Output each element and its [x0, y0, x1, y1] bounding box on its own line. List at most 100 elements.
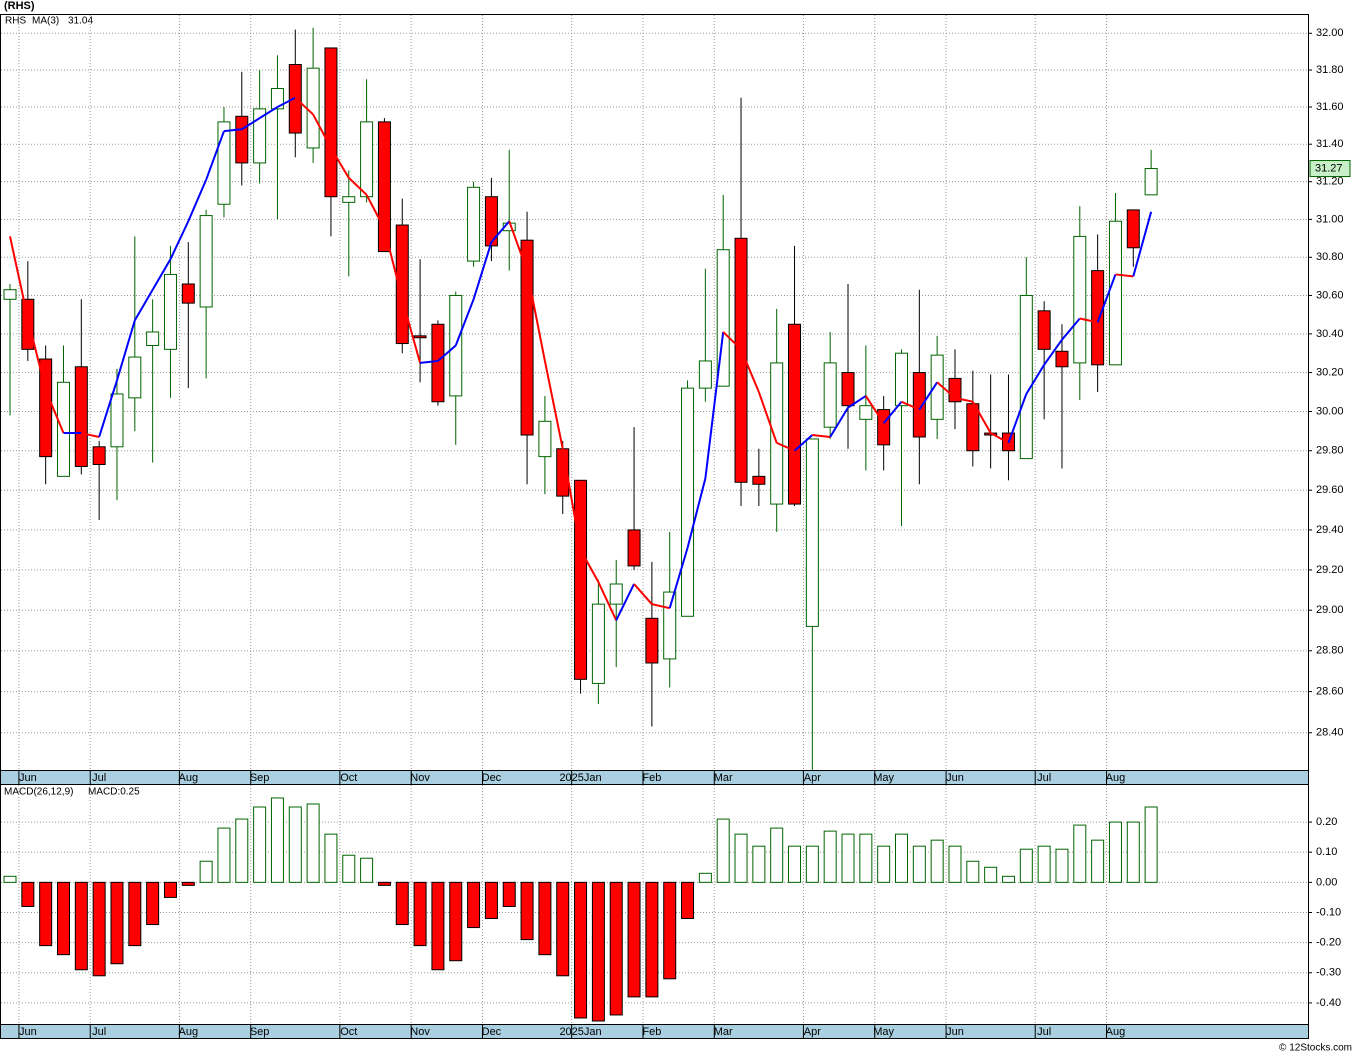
macd-bar — [270, 797, 284, 883]
macd-bar — [3, 875, 17, 883]
macd-bar — [56, 881, 70, 956]
macd-bar — [805, 845, 819, 883]
candle-body — [752, 475, 766, 485]
x-tick-label: Jul — [92, 1026, 106, 1038]
ma-line-segment — [348, 177, 368, 196]
macd-bar — [645, 881, 659, 998]
ma-line-segment — [44, 389, 65, 434]
y-tick-label: 30.20 — [1316, 366, 1344, 378]
ma-line-segment — [579, 549, 600, 583]
macd-bar — [467, 881, 481, 929]
candle-body — [823, 362, 837, 428]
x-tick-label: Aug — [1106, 1026, 1126, 1038]
candle-body — [395, 224, 409, 345]
ma-line-segment — [1043, 339, 1063, 366]
ma-line-segment — [437, 344, 457, 362]
ma-line-segment — [276, 96, 296, 108]
x-tick-label: Aug — [179, 1026, 199, 1038]
x-tick-label: Feb — [642, 1026, 661, 1038]
ma-line-segment — [9, 236, 29, 319]
x-tick-label: Dec — [482, 772, 502, 784]
macd-bar — [841, 833, 855, 883]
ma-line-segment — [81, 432, 100, 438]
y-tick-label: -0.20 — [1316, 937, 1341, 949]
macd-bar — [1108, 821, 1122, 883]
x-tick-label: Jun — [946, 772, 964, 784]
macd-bar — [146, 881, 160, 926]
macd-bar — [770, 827, 784, 883]
candle-body — [1055, 350, 1069, 368]
macd-bar — [520, 881, 534, 941]
candle-body — [538, 420, 552, 458]
ma-line-segment — [294, 97, 314, 116]
ma-line-segment — [383, 228, 404, 300]
ma-line-segment — [259, 106, 278, 119]
candle-body — [681, 387, 695, 617]
y-tick-label: 30.80 — [1316, 251, 1344, 263]
macd-bar — [1019, 848, 1033, 883]
y-tick-label: 32.00 — [1316, 27, 1344, 39]
y-tick-label: -0.40 — [1316, 997, 1341, 1009]
macd-bar — [627, 881, 641, 998]
y-tick-label: 29.20 — [1316, 564, 1344, 576]
x-tick-label: Jul — [92, 772, 106, 784]
macd-bar — [966, 860, 980, 883]
ma-line-segment — [1007, 393, 1028, 444]
macd-bar — [1073, 824, 1087, 883]
y-tick-label: 31.60 — [1316, 101, 1344, 113]
macd-bar — [163, 881, 177, 898]
x-tick-label: Jun — [19, 1026, 37, 1038]
candle-body — [146, 331, 160, 346]
ma-line-segment — [365, 194, 386, 230]
ma-line-segment — [901, 400, 920, 411]
candle-body — [3, 289, 17, 300]
candle-body — [377, 121, 391, 253]
ma-line-segment — [169, 220, 190, 260]
ma-line-segment — [472, 241, 493, 300]
y-tick-label: 29.40 — [1316, 524, 1344, 536]
candle-body — [1144, 168, 1158, 196]
candle-body — [74, 366, 88, 467]
ma-line-segment — [918, 381, 938, 411]
ma-line-segment — [401, 299, 422, 364]
last-price-box — [1309, 160, 1351, 178]
ma-line-segment — [793, 434, 814, 452]
x-tick-label: 2025Jan — [559, 1026, 601, 1038]
macd-bar — [752, 845, 766, 883]
x-tick-label: Mar — [714, 772, 733, 784]
candle-body — [253, 108, 267, 164]
last-price-label: 31.27 — [1315, 162, 1343, 174]
candle-body — [663, 591, 677, 660]
ma-line-segment — [990, 432, 1009, 444]
x-tick-label: Oct — [340, 772, 357, 784]
candle-body — [770, 362, 784, 505]
macd-bar — [556, 881, 570, 977]
macd-bar — [1037, 845, 1051, 883]
candle-body — [128, 356, 142, 399]
macd-bar — [449, 881, 463, 962]
macd-bar — [574, 881, 588, 1019]
ma-line-segment — [26, 318, 47, 391]
x-tick-label: Oct — [340, 1026, 357, 1038]
macd-bar — [360, 857, 374, 883]
macd-bar — [1001, 875, 1015, 883]
y-tick-label: 31.00 — [1316, 213, 1344, 225]
macd-bar — [377, 881, 391, 886]
candle-body — [21, 298, 35, 350]
candle-body — [1037, 310, 1051, 350]
ma-line-segment — [526, 270, 546, 362]
macd-bar — [39, 881, 53, 947]
candle-body — [1073, 235, 1087, 364]
y-tick-label: 30.40 — [1316, 328, 1344, 340]
y-tick-label: 0.00 — [1316, 876, 1337, 888]
ma-line-segment — [223, 128, 242, 133]
macd-bar — [823, 830, 837, 883]
ma-line-segment — [151, 258, 172, 291]
x-tick-label: Apr — [804, 1026, 821, 1038]
ma-line-segment — [133, 289, 154, 321]
ma-line-segment — [561, 448, 582, 551]
candle-body — [1091, 270, 1105, 366]
ma-line-segment — [776, 441, 795, 452]
candle-body — [912, 372, 926, 438]
x-tick-label: Aug — [1106, 772, 1126, 784]
